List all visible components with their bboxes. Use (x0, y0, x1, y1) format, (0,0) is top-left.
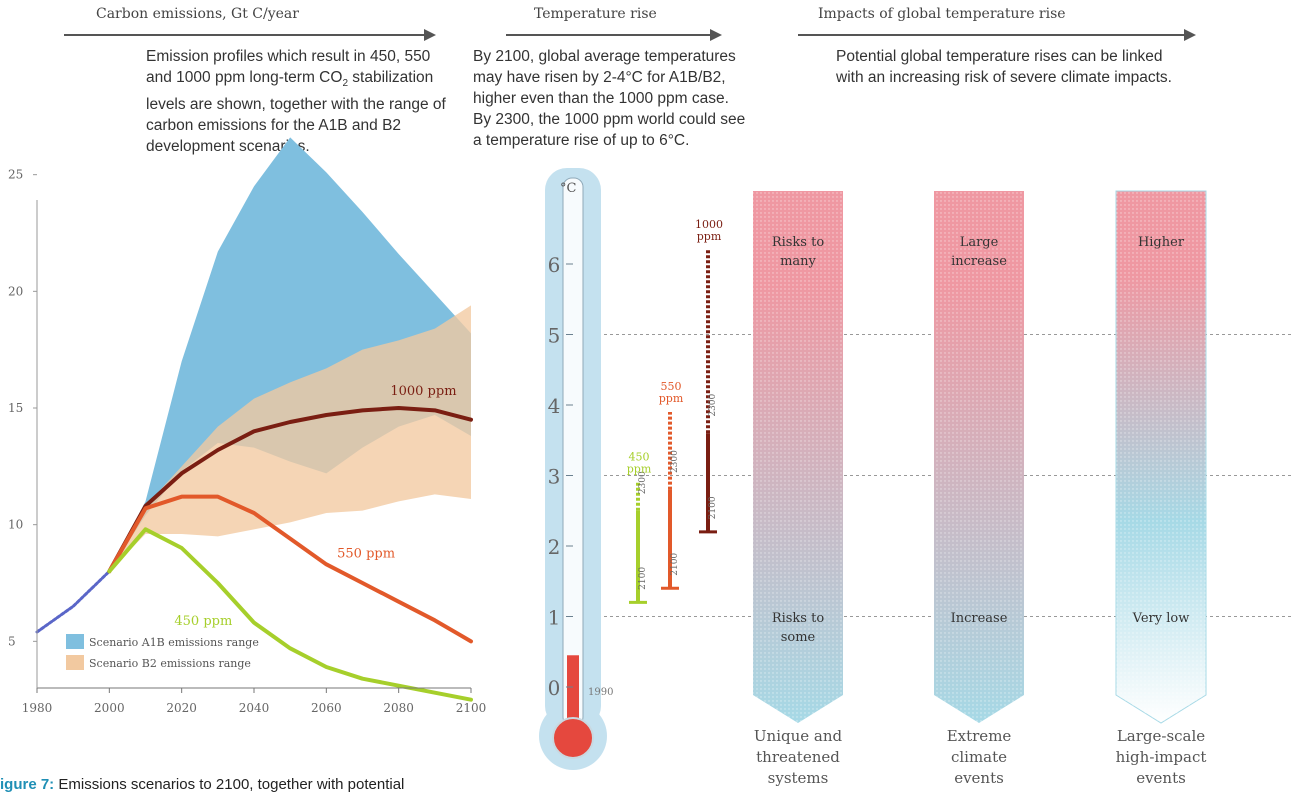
baseline-label: 1990 (588, 687, 613, 698)
impact-arrow-texture (1116, 191, 1206, 723)
thermometer-tube (562, 177, 584, 727)
temp-tick-label: 0 (548, 676, 561, 700)
x-tick-label: 2100 (456, 701, 487, 715)
impact-arrow-texture (753, 191, 843, 723)
range-label: ppm (697, 230, 722, 243)
range-label: ppm (659, 392, 684, 405)
impacts-description: Potential global temperature rises can b… (836, 46, 1172, 88)
temperature-desc-line: higher even than the 1000 ppm case. (473, 90, 729, 107)
figure-caption: igure 7: Emissions scenarios to 2100, to… (0, 776, 404, 793)
temp-tick-label: 3 (548, 465, 561, 489)
x-tick-label: 2040 (239, 701, 270, 715)
carbon-desc-line: Emission profiles which result in 450, 5… (146, 48, 431, 65)
x-tick-label: 2000 (94, 701, 125, 715)
carbon-desc-line: carbon emissions for the A1B and B2 (146, 117, 402, 135)
impact-low-label: some (781, 630, 816, 645)
impact-arrow-texture (934, 191, 1024, 723)
series-line-450-ppm (107, 527, 473, 702)
temperature-desc-line: may have risen by 2-4°C for A1B/B2, (473, 69, 726, 86)
impact-low-label: Risks to (772, 611, 825, 626)
y-tick-label: 10 (8, 518, 23, 532)
carbon-desc-line: levels are shown, together with the rang… (146, 96, 446, 114)
y-tick-label: 20 (8, 284, 23, 298)
caption-text: Emissions scenarios to 2100, together wi… (54, 776, 405, 793)
carbon-desc-line: development scenarios. (146, 138, 310, 156)
series-line-historical (35, 569, 111, 634)
range-label: 450 (629, 451, 650, 464)
range-label: ppm (627, 463, 652, 476)
impacts-header: Impacts of global temperature rise (818, 6, 1066, 22)
impact-category-label: events (954, 769, 1004, 787)
co2-subscript: 2 (342, 78, 348, 90)
band-b2 (109, 305, 471, 572)
series-label-1000-ppm: 1000 ppm (390, 384, 456, 399)
temp-tick-label: 4 (548, 394, 561, 418)
temperature-rise-header: Temperature rise (534, 6, 657, 22)
legend-swatch (66, 634, 84, 649)
impacts-arrow (798, 29, 1196, 41)
carbon-description: Emission profiles which result in 450, 5… (146, 46, 446, 157)
range-label: 550 (661, 380, 682, 393)
impact-high-label: increase (951, 254, 1007, 269)
y-tick-label: 25 (8, 168, 23, 182)
impacts-desc-line: Potential global temperature rises can b… (836, 48, 1163, 65)
impact-category-label: Extreme (947, 727, 1012, 745)
impact-category-label: threatened (756, 748, 840, 766)
caption-label: igure 7: (0, 776, 55, 793)
carbon-desc-text: stabilization (348, 69, 434, 86)
temperature-desc-line: By 2300, the 1000 ppm world could see (473, 111, 746, 128)
y-tick-label: 5 (8, 634, 16, 648)
series-line-550-ppm (107, 494, 473, 644)
impact-category-label: climate (951, 748, 1007, 766)
legend-label: Scenario B2 emissions range (89, 657, 251, 670)
impact-high-label: Risks to (772, 235, 825, 250)
carbon-arrow (64, 29, 436, 41)
temp-tick-label: 1 (548, 606, 561, 630)
series-label-550-ppm: 550 ppm (337, 546, 395, 561)
carbon-emissions-header: Carbon emissions, Gt C/year (96, 6, 299, 22)
range-year-label: 2100 (708, 496, 718, 519)
temperature-desc-line: a temperature rise of up to 6°C. (473, 132, 690, 149)
impact-high-label: Higher (1138, 235, 1185, 250)
impact-high-label: Large (960, 235, 999, 250)
legend-swatch (66, 655, 84, 670)
thermometer-mercury (567, 655, 579, 736)
series-label-450-ppm: 450 ppm (174, 614, 232, 629)
band-a1b (109, 137, 471, 572)
temp-tick-label: 2 (548, 535, 561, 559)
impact-category-label: systems (768, 769, 829, 787)
impact-category-label: events (1136, 769, 1186, 787)
range-year-label: 2300 (708, 393, 718, 416)
thermometer-bulb (552, 717, 594, 759)
impact-low-label: Very low (1132, 611, 1190, 626)
x-tick-label: 2020 (166, 701, 197, 715)
temp-tick-label: 6 (548, 253, 561, 277)
impact-high-label: many (780, 254, 816, 269)
impact-category-label: Large-scale (1117, 727, 1205, 745)
temperature-desc-line: By 2100, global average temperatures (473, 48, 736, 65)
x-tick-label: 1980 (22, 701, 53, 715)
range-label: 1000 (695, 218, 723, 231)
impact-low-label: Increase (951, 611, 1008, 626)
temp-tick-label: 5 (548, 324, 561, 348)
legend-label: Scenario A1B emissions range (89, 636, 259, 649)
range-year-label: 2100 (670, 553, 680, 576)
x-tick-label: 2080 (383, 701, 414, 715)
carbon-desc-line: and 1000 ppm long-term CO2 stabilization (146, 67, 446, 94)
carbon-desc-text: and 1000 ppm long-term CO (146, 69, 343, 86)
temperature-arrow (506, 29, 722, 41)
impact-category-label: Unique and (754, 727, 843, 745)
unit-label: °C (560, 181, 577, 196)
x-tick-label: 2060 (311, 701, 342, 715)
temperature-description: By 2100, global average temperatures may… (473, 46, 745, 151)
y-tick-label: 15 (8, 401, 23, 415)
series-line-1000-ppm (107, 406, 473, 574)
range-year-label: 2300 (670, 450, 680, 473)
range-year-label: 2300 (638, 471, 648, 494)
range-year-label: 2100 (638, 567, 648, 590)
impact-category-label: high-impact (1116, 748, 1207, 766)
impacts-desc-line: with an increasing risk of severe climat… (836, 69, 1172, 86)
